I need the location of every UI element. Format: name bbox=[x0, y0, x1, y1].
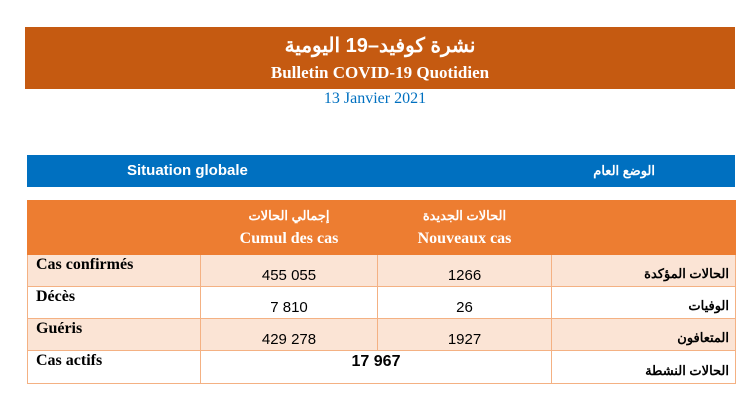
nouveaux-value: 1927 bbox=[447, 331, 482, 348]
table-row: Cas confirmés 455 055 1266 الحالات المؤك… bbox=[27, 254, 736, 287]
title-arabic: نشرة كوفيد–19 اليومية bbox=[284, 35, 476, 57]
row-label-fr: Cas actifs bbox=[36, 352, 103, 369]
bulletin-date: 13 Janvier 2021 bbox=[323, 90, 427, 107]
table-row: Guéris 429 278 1927 المتعافون bbox=[27, 318, 736, 351]
section-header: Situation globale الوضع العام bbox=[27, 155, 735, 187]
title-french: Bulletin COVID-19 Quotidien bbox=[270, 63, 490, 82]
cumul-value: 429 278 bbox=[261, 331, 317, 348]
row-label-ar: الحالات المؤكدة bbox=[644, 266, 729, 281]
table-row-active: Cas actifs 17 967 الحالات النشطة bbox=[27, 350, 736, 384]
row-label-fr: Décès bbox=[36, 288, 76, 305]
row-label-fr: Guéris bbox=[36, 320, 83, 337]
section-title-french: Situation globale bbox=[127, 162, 248, 179]
row-label-ar: الوفيات bbox=[688, 298, 729, 313]
row-label-fr: Cas confirmés bbox=[36, 256, 134, 273]
row-label-ar: الحالات النشطة bbox=[645, 363, 729, 378]
section-title-arabic: الوضع العام bbox=[593, 163, 655, 178]
nouveaux-value: 26 bbox=[456, 299, 473, 316]
table-header: إجمالي الحالات Cumul des cas الحالات الجد… bbox=[27, 200, 736, 255]
table-row: Décès 7 810 26 الوفيات bbox=[27, 286, 736, 319]
cumul-value: 7 810 bbox=[270, 299, 308, 316]
row-label-ar: المتعافون bbox=[677, 330, 729, 345]
col-cumul: إجمالي الحالات Cumul des cas bbox=[200, 200, 378, 255]
cumul-value: 455 055 bbox=[261, 267, 317, 284]
col-nouveaux: الحالات الجديدة Nouveaux cas bbox=[377, 200, 552, 255]
nouveaux-value: 1266 bbox=[447, 267, 482, 284]
active-value: 17 967 bbox=[351, 353, 401, 370]
bulletin-banner: نشرة كوفيد–19 اليومية Bulletin COVID-19 … bbox=[25, 27, 735, 89]
stats-table: إجمالي الحالات Cumul des cas الحالات الجد… bbox=[27, 200, 736, 384]
